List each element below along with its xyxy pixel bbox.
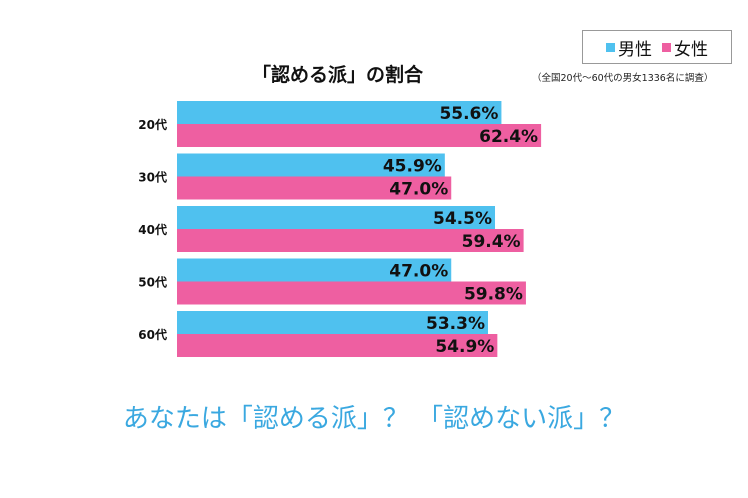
bar-male [177,311,489,334]
legend-item-female: 女性 [662,35,708,60]
legend-swatch-female [662,42,671,52]
bar-male [177,101,502,124]
chart-title: 「認める派」の割合 [252,64,424,86]
bar-male [177,258,452,282]
bar-male [177,206,496,229]
category-label: 50代 [138,275,167,290]
value-label: 47.0% [389,180,448,200]
survey-note: （全国20代〜60代の男女1336名に調査） [532,73,714,84]
value-label: 45.9% [383,157,442,177]
legend-swatch-male [606,42,615,52]
category-label: 20代 [138,117,167,132]
bar-female [177,176,452,200]
value-label: 59.8% [464,285,523,305]
category-label: 60代 [138,327,167,342]
value-label: 53.3% [426,314,485,334]
value-label: 54.9% [435,337,494,357]
value-label: 47.0% [389,262,448,282]
value-label: 55.6% [439,104,498,124]
category-label: 40代 [138,222,167,237]
tagline: あなたは「認める派」？ 「認めない派」？ [122,404,626,434]
legend-label-female: 女性 [674,39,708,60]
legend-label-male: 男性 [618,39,652,60]
legend: 男性 女性 [582,30,732,64]
bar-female [177,281,526,305]
value-label: 54.5% [433,209,492,229]
bar-female [177,334,498,357]
bar-female [177,124,542,147]
value-label: 59.4% [462,232,521,252]
category-label: 30代 [138,170,167,185]
bar-male [177,153,445,177]
bar-female [177,229,524,252]
value-label: 62.4% [479,127,538,147]
legend-item-male: 男性 [606,35,652,60]
